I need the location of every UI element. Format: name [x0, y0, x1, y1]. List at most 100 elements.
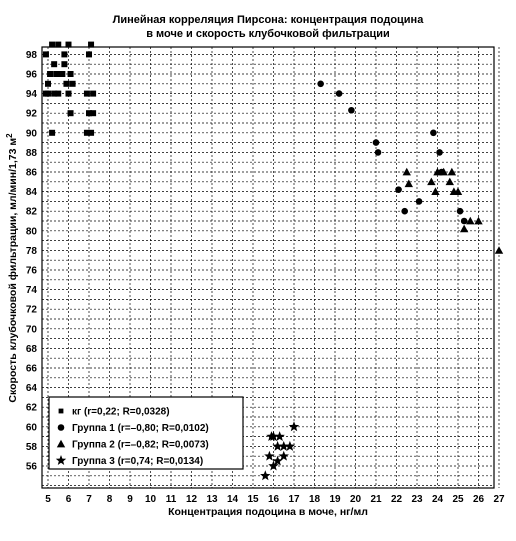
x-tick-label: 9	[127, 494, 133, 505]
x-tick-label: 26	[473, 494, 485, 505]
x-tick-label: 15	[247, 494, 259, 505]
data-point-square	[65, 41, 72, 48]
data-point-square	[67, 110, 74, 117]
data-point-triangle	[433, 167, 442, 176]
y-tick-label: 66	[26, 364, 38, 375]
data-point-circle	[374, 149, 382, 156]
data-point-square	[83, 90, 90, 97]
y-tick-label: 78	[26, 246, 38, 257]
y-tick-label: 88	[26, 148, 38, 159]
x-tick-label: 7	[86, 494, 92, 505]
data-point-star	[288, 421, 300, 432]
data-point-circle	[372, 139, 380, 146]
x-tick-label: 19	[329, 494, 341, 505]
data-point-square	[51, 90, 58, 97]
y-tick-label: 84	[26, 187, 38, 198]
x-tick-label: 5	[45, 494, 51, 505]
x-tick-label: 17	[288, 494, 300, 505]
data-point-star	[260, 470, 271, 481]
data-point-square	[53, 71, 60, 77]
x-tick-labels: 5 6 7 8 9 10 11 12 13 14 15 16 17 18 19 20 21 22 23 24 25 26 2…	[45, 494, 505, 505]
data-point-square	[67, 71, 74, 77]
data-point-square	[69, 80, 76, 87]
x-axis-label: Концентрация подоцина в моче, нг/мл	[168, 506, 368, 518]
data-point-square	[42, 51, 49, 58]
data-point-square	[83, 129, 90, 136]
grid	[42, 47, 500, 488]
y-tick-label: 74	[26, 285, 38, 296]
data-point-square	[55, 41, 62, 48]
data-point-star	[268, 431, 279, 442]
data-point-triangle	[453, 187, 463, 195]
data-point-triangle	[447, 167, 457, 176]
data-point-circle	[456, 207, 464, 215]
y-tick-label: 80	[26, 226, 38, 237]
data-point-triangle	[466, 216, 475, 225]
data-point-square	[61, 61, 68, 68]
data-point-square	[45, 80, 51, 87]
data-point-square	[45, 90, 51, 97]
data-point-circle	[395, 186, 402, 193]
data-point-square	[51, 61, 58, 68]
data-point-square	[63, 80, 70, 87]
y-tick-label: 70	[26, 324, 38, 335]
data-point-square	[86, 51, 92, 58]
data-point-square	[88, 41, 95, 48]
y-tick-label: 76	[26, 266, 38, 277]
y-tick-label: 92	[26, 109, 38, 120]
y-tick-label: 62	[26, 403, 38, 414]
data-point-square	[86, 110, 92, 117]
data-point-square	[59, 71, 66, 77]
legend-box	[48, 396, 244, 470]
x-tick-label: 23	[411, 494, 423, 505]
y-tick-label: 72	[26, 305, 38, 316]
y-axis-label: Скорость клубочковой фильтрации, мл/мин/…	[5, 133, 19, 403]
data-point-star	[264, 450, 275, 461]
data-point-circle	[436, 149, 443, 156]
plot-area-border	[41, 46, 495, 489]
data-point-star	[278, 450, 289, 461]
data-point-circle	[317, 80, 324, 88]
legend-entry-label: Группа 2 (r=–0,82; R=0,0073)	[72, 440, 209, 451]
y-tick-label: 64	[26, 383, 38, 394]
x-tick-label: 16	[268, 494, 280, 505]
x-tick-label: 21	[370, 494, 382, 505]
y-tick-label: 94	[26, 89, 38, 100]
data-point-square	[49, 129, 56, 136]
data-point-star	[268, 460, 279, 471]
x-tick-label: 18	[309, 494, 321, 505]
legend-entry-label: Группа 1 (r=–0,80; R=0,0102)	[72, 423, 209, 434]
data-point-star	[284, 440, 296, 451]
chart-title-line-2: в моче и скорость клубочковой фильтрации	[146, 28, 390, 40]
x-tick-label: 11	[166, 494, 177, 505]
data-point-triangle	[427, 177, 436, 186]
x-tick-label: 8	[107, 494, 113, 505]
data-point-star	[272, 455, 283, 466]
x-tick-label: 6	[66, 494, 72, 505]
data-point-square	[61, 51, 68, 58]
y-tick-label: 60	[26, 422, 38, 433]
x-tick-label: 12	[186, 494, 198, 505]
chart-title-line-1: Линейная корреляция Пирсона: концентраци…	[113, 14, 425, 26]
x-tick-label: 13	[206, 494, 218, 505]
data-point-circle	[335, 90, 343, 97]
y-tick-label: 56	[26, 462, 38, 473]
data-point-triangle	[445, 177, 454, 186]
data-point-triangle	[402, 167, 411, 176]
data-point-circle	[415, 198, 423, 205]
x-tick-label: 24	[432, 494, 444, 505]
data-point-star	[274, 431, 285, 442]
y-tick-labels: 56 58 60 62 64 66 68 70 72 74 76 78 80 82 84 86 88 90 92 94…	[26, 50, 38, 473]
y-tick-label: 58	[26, 442, 38, 453]
y-tick-label: 96	[26, 70, 38, 81]
x-tick-label: 14	[227, 494, 239, 505]
data-point-circle	[348, 106, 355, 114]
data-point-square	[47, 71, 54, 77]
legend: кг (r=0,22; R=0,0328) Группа 1 (r=–0,80; …	[48, 396, 244, 470]
y-axis-label-text: Скорость клубочковой фильтрации, мл/мин/…	[7, 138, 19, 403]
data-point-triangle	[431, 187, 440, 195]
data-point-circle	[430, 129, 437, 137]
x-tick-label: 10	[145, 494, 157, 505]
legend-marker-circle	[57, 424, 65, 431]
data-point-triangle	[404, 179, 413, 188]
